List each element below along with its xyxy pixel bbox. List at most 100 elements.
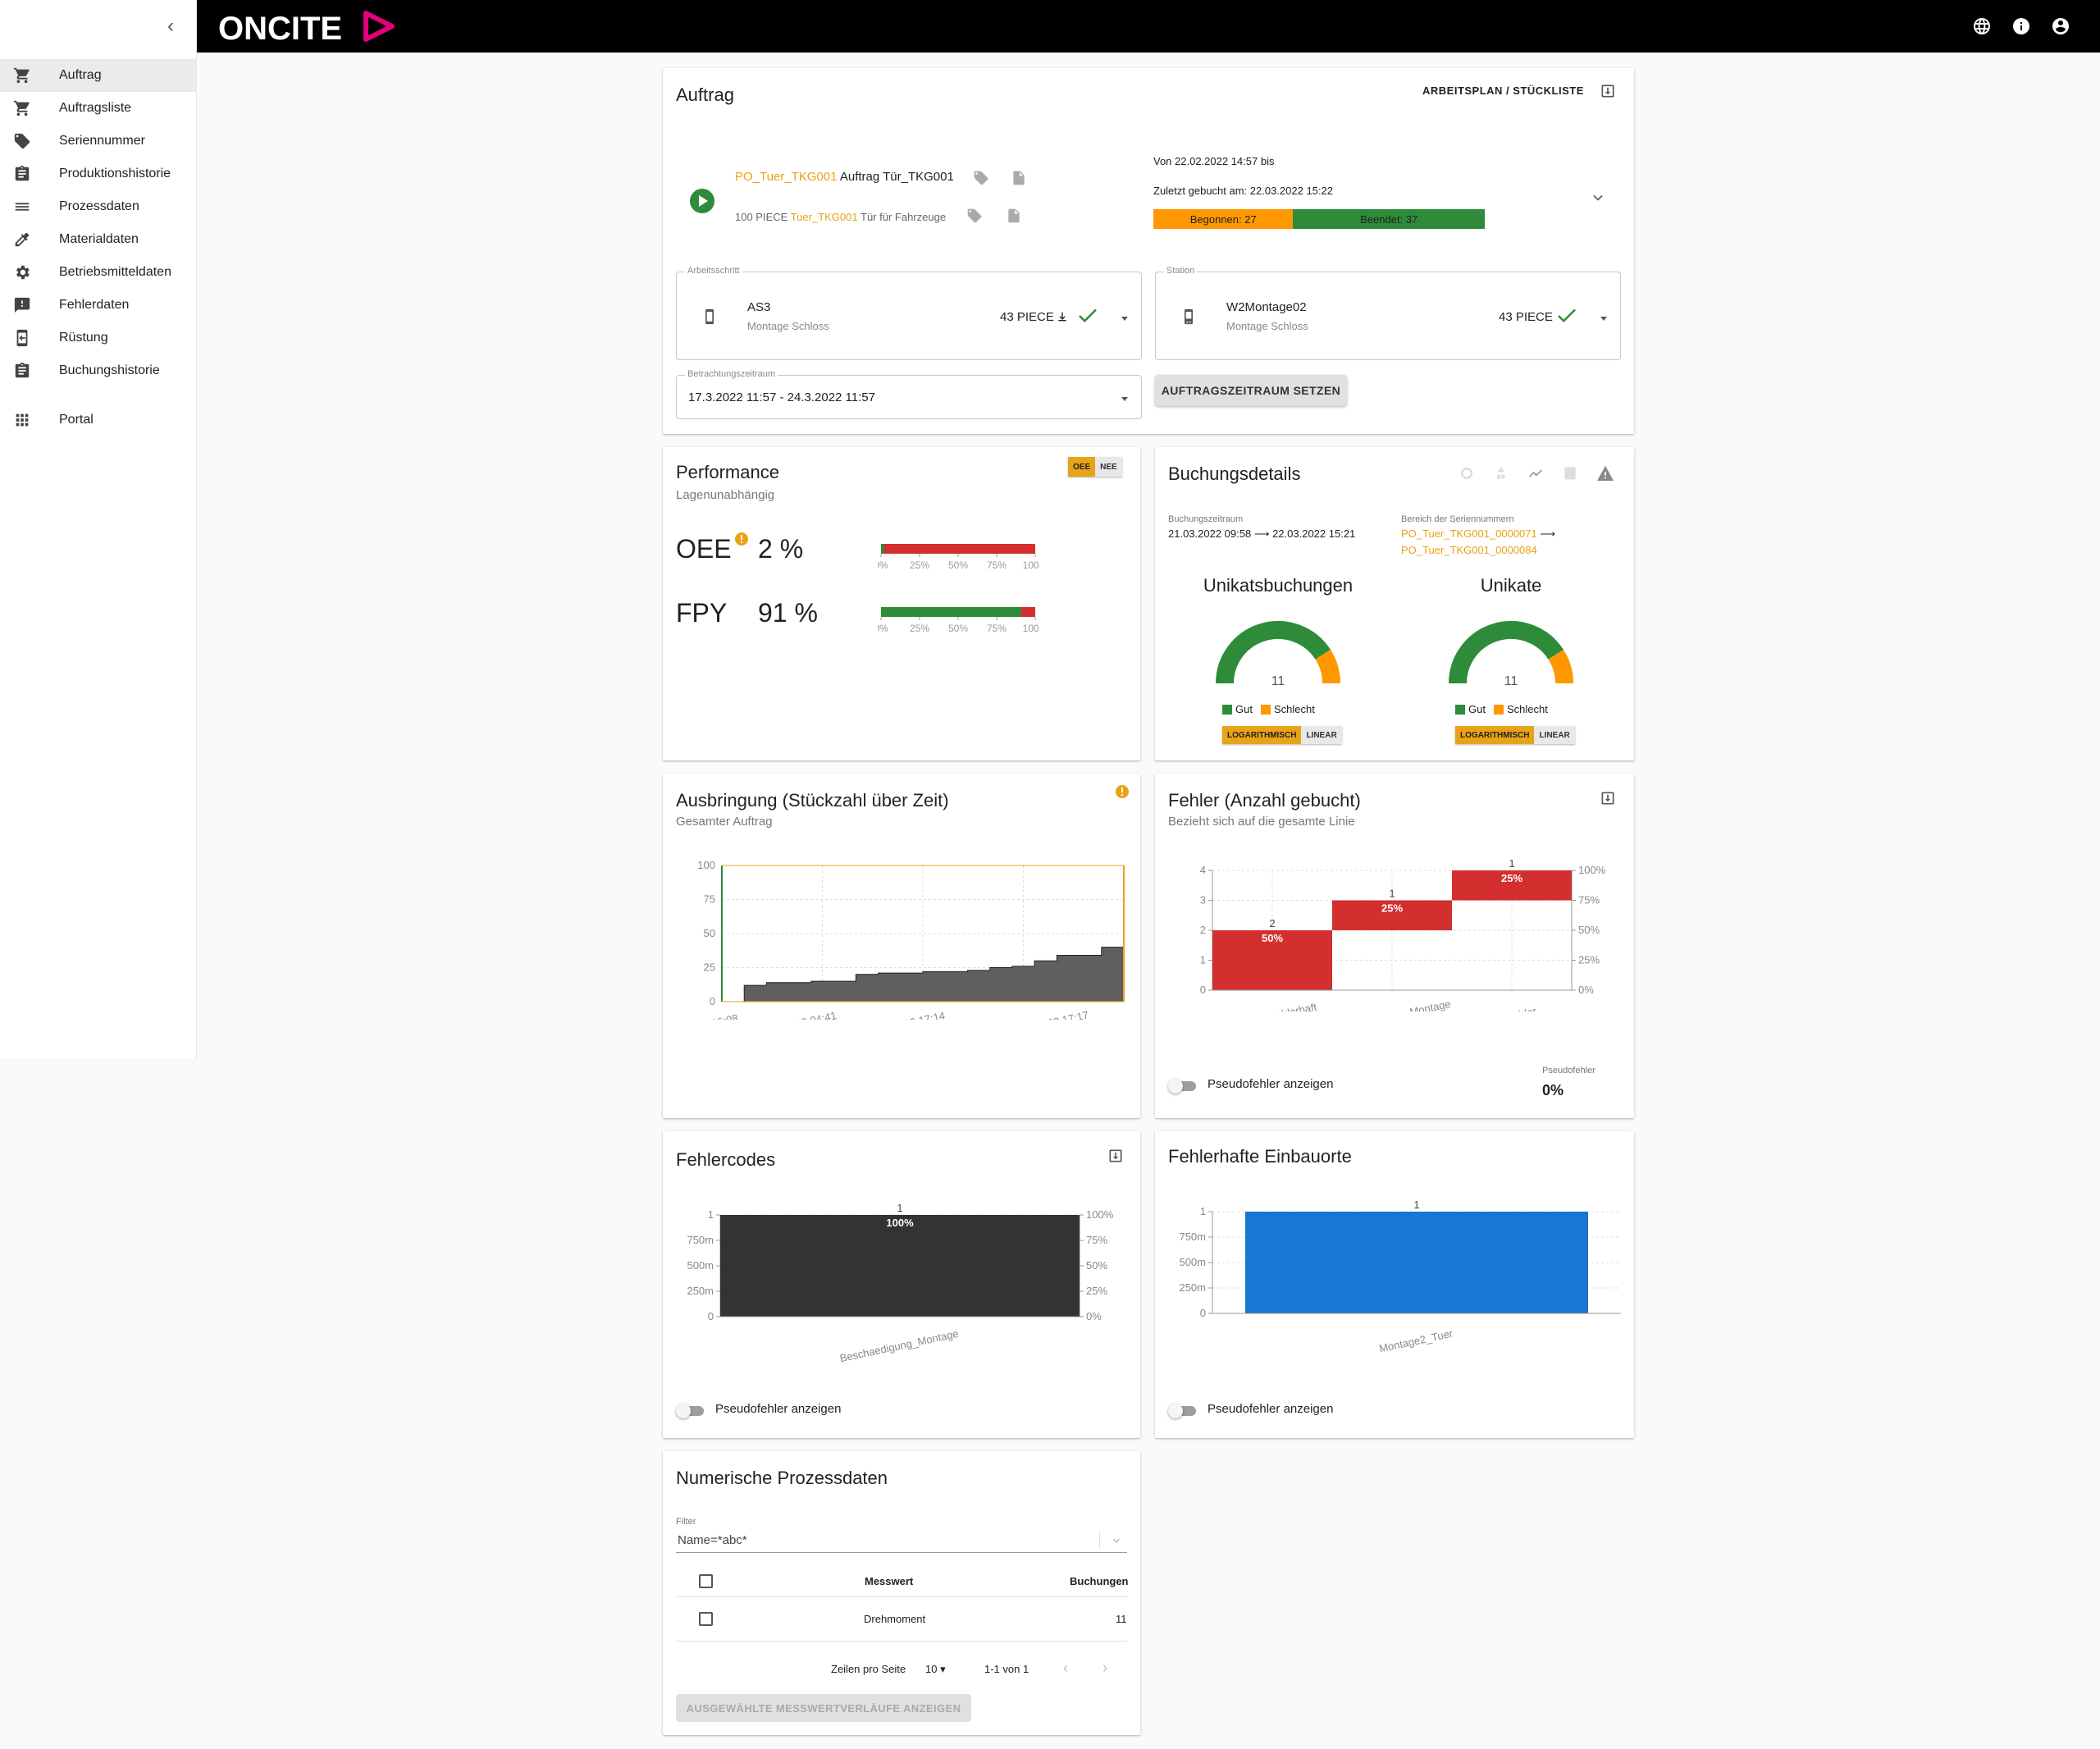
sidebar-item-prozessdaten[interactable]: Prozessdaten <box>0 190 197 223</box>
rows-per-page-select[interactable]: 10 ▾ <box>925 1663 946 1675</box>
y2-tick-label: 25% <box>1578 954 1600 966</box>
trend-icon[interactable] <box>1527 465 1544 482</box>
info-badge-icon[interactable] <box>1116 785 1129 798</box>
linear-scale-toggle[interactable]: LINEAR <box>1534 726 1575 744</box>
tag-icon[interactable] <box>966 208 983 224</box>
dropdown-icon[interactable] <box>1599 313 1609 323</box>
step-desc: Montage Schloss <box>747 320 829 332</box>
y-tick-label: 2 <box>1200 924 1206 936</box>
station-name: W2Montage02 <box>1226 300 1307 314</box>
oee-toggle[interactable]: OEE <box>1068 457 1096 477</box>
sidebar-item-portal[interactable]: Portal <box>0 404 197 436</box>
order-name: Auftrag Tür_TKG001 <box>839 170 954 184</box>
sidebar-item-buchungshistorie[interactable]: Buchungshistorie <box>0 354 197 387</box>
progress-finished: Beendet: 37 <box>1293 209 1485 229</box>
legend-good[interactable]: Gut <box>1468 703 1486 715</box>
download-icon[interactable] <box>1107 1148 1124 1164</box>
filter-input[interactable]: Name=*abc* <box>676 1528 1127 1553</box>
page-info: 1-1 von 1 <box>984 1663 1029 1675</box>
row-checkbox[interactable] <box>699 1612 713 1626</box>
clipboard-icon <box>15 165 30 181</box>
y2-tick-label: 75% <box>1578 894 1600 906</box>
station-select[interactable]: Station W2Montage02 Montage Schloss 43 P… <box>1155 266 1621 360</box>
sidebar-item-rstung[interactable]: Rüstung <box>0 322 197 354</box>
legend-good[interactable]: Gut <box>1235 703 1253 715</box>
sidebar-item-auftrag[interactable]: Auftrag <box>0 59 197 92</box>
log-scale-toggle[interactable]: LOGARITHMISCH <box>1455 726 1535 744</box>
set-period-button[interactable]: AUFTRAGSZEITRAUM SETZEN <box>1155 375 1347 406</box>
linear-scale-toggle[interactable]: LINEAR <box>1301 726 1342 744</box>
bar-Montage2_Tuer[interactable] <box>1245 1212 1588 1313</box>
chevron-down-icon[interactable] <box>1111 1535 1122 1546</box>
legend-bad[interactable]: Schlecht <box>1273 703 1315 715</box>
document-icon[interactable] <box>1011 170 1027 186</box>
y-tick-label: 500m <box>1179 1256 1206 1268</box>
show-measurements-button[interactable]: AUSGEWÄHLTE MESSWERTVERLÄUFE ANZEIGEN <box>676 1694 971 1722</box>
select-all-checkbox[interactable] <box>699 1574 713 1588</box>
document-icon[interactable] <box>1006 208 1022 224</box>
bar-Formfehler[interactable] <box>1452 870 1572 901</box>
info-icon[interactable] <box>2011 16 2031 36</box>
download-icon[interactable] <box>1600 790 1616 806</box>
play-icon[interactable] <box>689 188 715 214</box>
sidebar-item-materialdaten[interactable]: Materialdaten <box>0 223 197 256</box>
dropdown-icon[interactable] <box>1120 394 1130 404</box>
oee-label: OEE <box>676 534 732 564</box>
account-icon[interactable] <box>2051 16 2070 36</box>
y-tick-label: 100 <box>697 859 715 871</box>
bar-remainder <box>881 544 1035 554</box>
arbeitsschritt-select[interactable]: Arbeitsschritt AS3 Montage Schloss 43 PI… <box>676 266 1142 360</box>
ausbringung-chart: 100 75 50 25 0 022 16:08 2.3.2022 04:41 9.3.202… <box>690 859 1125 1020</box>
sidebar-item-fehlerdaten[interactable]: Fehlerdaten <box>0 289 197 322</box>
sidebar-item-betriebsmitteldaten[interactable]: Betriebsmitteldaten <box>0 256 197 289</box>
fpy-bar-chart: 0% 25% 50% 75% 100% <box>878 607 1039 634</box>
sidebar-item-auftragsliste[interactable]: Auftragsliste <box>0 92 197 125</box>
tag-icon[interactable] <box>973 170 989 186</box>
y2-tick-label: 100% <box>1086 1208 1114 1221</box>
sidebar-item-label: Portal <box>59 413 94 427</box>
log-scale-toggle[interactable]: LOGARITHMISCH <box>1222 726 1302 744</box>
download-icon[interactable] <box>1600 83 1616 99</box>
sidebar-item-produktionshistorie[interactable]: Produktionshistorie <box>0 158 197 190</box>
pseudofehler-toggle[interactable] <box>676 1404 705 1418</box>
warning-info-icon[interactable] <box>735 532 748 546</box>
collapse-sidebar-button[interactable]: ‹ <box>167 15 174 37</box>
settings-icon[interactable] <box>1459 465 1475 482</box>
tick-label: 0% <box>878 559 888 571</box>
serial-to[interactable]: PO_Tuer_TKG001_0000084 <box>1401 544 1537 556</box>
nee-toggle[interactable]: NEE <box>1095 457 1122 477</box>
period-select[interactable]: Betrachtungszeitraum 17.3.2022 11:57 - 2… <box>676 369 1142 419</box>
download-arrow-icon <box>1058 312 1066 322</box>
bar-value-label: 1 <box>1509 857 1514 870</box>
next-page-icon[interactable]: › <box>1102 1660 1107 1676</box>
pseudofehler-toggle[interactable] <box>1168 1079 1198 1094</box>
warning-icon[interactable] <box>1596 465 1614 482</box>
dropdown-icon[interactable] <box>1120 313 1130 323</box>
sidebar-item-seriennummer[interactable]: Seriennummer <box>0 125 197 158</box>
output-area <box>722 947 1125 1002</box>
expand-icon[interactable] <box>1590 190 1606 206</box>
legend-bad[interactable]: Schlecht <box>1506 703 1548 715</box>
unikate-gauge: 11 <box>1449 621 1573 688</box>
bar-Beschaedigung_Montage[interactable] <box>1332 900 1452 931</box>
language-icon[interactable] <box>1972 16 1992 36</box>
column-header[interactable]: Messwert <box>865 1575 914 1587</box>
table-row[interactable]: Drehmoment 11 <box>676 1597 1127 1642</box>
logo-text: ONCITE <box>218 11 342 46</box>
filter-value: Name=*abc* <box>678 1533 747 1547</box>
serial-from[interactable]: PO_Tuer_TKG001_0000071 <box>1401 527 1537 540</box>
y2-tick-label: 75% <box>1086 1234 1107 1246</box>
oncite-logo[interactable]: ONCITE <box>218 7 415 46</box>
column-header[interactable]: Buchungen <box>1070 1575 1129 1587</box>
bar-Beschaedigung_Montage[interactable] <box>720 1215 1080 1317</box>
pseudofehler-toggle[interactable] <box>1168 1404 1198 1418</box>
order-id[interactable]: PO_Tuer_TKG001 <box>735 170 838 184</box>
list-doc-icon[interactable] <box>1562 465 1578 482</box>
top-app-bar: ONCITE <box>197 0 2100 53</box>
bar-percent-label: 25% <box>1381 902 1403 915</box>
prev-page-icon[interactable]: ‹ <box>1063 1660 1068 1676</box>
article-id[interactable]: Tuer_TKG001 <box>790 211 858 223</box>
bar-Montage_fehlerhaft[interactable] <box>1212 930 1332 990</box>
category-icon[interactable] <box>1493 465 1509 482</box>
arbeitsplan-link[interactable]: ARBEITSPLAN / STÜCKLISTE <box>1422 84 1584 97</box>
